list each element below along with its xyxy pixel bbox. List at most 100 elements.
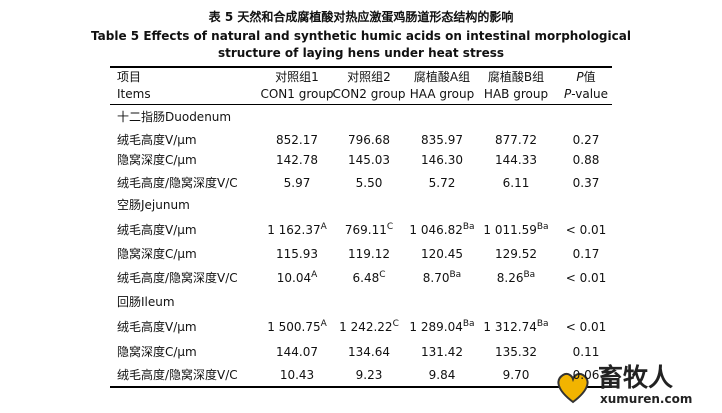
cell-superscript: A: [311, 270, 318, 280]
cell: 134.64: [348, 345, 390, 359]
cell: 8.26Ba: [496, 270, 536, 286]
cell: 9.70: [502, 368, 530, 382]
cell-value: 8.26: [496, 271, 524, 285]
cell: 绒毛高度/隐窝深度V/C: [117, 176, 238, 190]
cell-value: 10.04: [276, 271, 312, 285]
cell-superscript: Ba: [449, 270, 462, 280]
section-label: 回肠Ileum: [117, 295, 175, 309]
cell: 131.42: [421, 345, 463, 359]
cell-value: 769.11: [344, 223, 387, 237]
cell: 9.23: [355, 368, 383, 382]
cell: 1 289.04Ba: [409, 319, 475, 335]
cell-superscript: A: [320, 319, 327, 329]
cell-superscript: Ba: [536, 222, 549, 232]
cell: 10.04A: [276, 270, 318, 286]
cell-value: 1 289.04: [409, 320, 463, 334]
cell: 6.48C: [352, 271, 385, 286]
cell-superscript: C: [386, 222, 394, 232]
watermark-en: xumuren.com: [600, 392, 693, 406]
cell: 877.72: [495, 133, 537, 147]
cell: 769.11C: [344, 222, 394, 238]
cell: 隐窝深度C/μm: [117, 153, 197, 167]
cell-superscript: Ba: [462, 319, 475, 329]
cell-superscript: Ba: [462, 222, 475, 232]
header-cell: 对照组1: [275, 70, 319, 84]
text: 值: [583, 70, 596, 84]
cell-superscript: Ba: [536, 319, 549, 329]
header-cell: CON1 group: [260, 87, 334, 101]
cell: 绒毛高度/隐窝深度V/C: [117, 271, 238, 285]
cell: 绒毛高度V/μm: [117, 320, 197, 334]
cell: 9.84: [428, 368, 456, 382]
top-rule: [110, 66, 612, 68]
cell: 0.17: [572, 247, 600, 261]
header-cell: 腐植酸B组: [487, 70, 545, 84]
section-label: 空肠Jejunum: [117, 198, 190, 212]
cell: 144.33: [495, 153, 537, 167]
cell-superscript: C: [392, 319, 399, 329]
header-cell: HAA group: [409, 87, 475, 101]
cell: 835.97: [421, 133, 463, 147]
header-cell: CON2 group: [332, 87, 406, 101]
watermark-logo: [557, 372, 589, 404]
cell-value: 1 011.59: [483, 223, 537, 237]
mid-rule: [110, 104, 612, 105]
cell: 绒毛高度V/μm: [117, 133, 197, 147]
cell: 5.72: [428, 176, 456, 190]
cell: 0.27: [572, 133, 600, 147]
header-cell: P值: [576, 70, 595, 84]
cell: 6.11: [502, 176, 530, 190]
cell: 0.06: [572, 368, 600, 382]
italic: P: [576, 70, 584, 84]
title-en: Table 5 Effects of natural and synthetic…: [91, 29, 631, 60]
bottom-rule: [110, 386, 612, 388]
cell: 135.32: [495, 345, 537, 359]
header-cell: 项目: [117, 70, 142, 84]
cell: < 0.01: [565, 320, 607, 334]
cell: 8.70Ba: [422, 270, 462, 286]
cell: 1 162.37A: [267, 222, 327, 238]
cell: 146.30: [421, 153, 463, 167]
section-label: 十二指肠Duodenum: [117, 110, 232, 124]
header-cell: 腐植酸A组: [413, 70, 471, 84]
cell: 0.88: [572, 153, 600, 167]
cell: 隐窝深度C/μm: [117, 247, 197, 261]
cell: 119.12: [348, 247, 390, 261]
watermark-zh: 畜牧人: [598, 363, 674, 392]
cell: < 0.01: [565, 223, 607, 237]
cell: 0.37: [572, 176, 600, 190]
cell: 796.68: [348, 133, 390, 147]
italic: P: [563, 87, 572, 101]
header-cell: Items: [117, 87, 151, 101]
header-cell: P-value: [564, 87, 608, 101]
cell: 1 046.82Ba: [409, 222, 475, 238]
cell: 120.45: [421, 247, 463, 261]
cell-superscript: A: [320, 222, 327, 232]
cell-value: 1 162.37: [267, 223, 321, 237]
cell: 1 312.74Ba: [483, 319, 549, 335]
cell: 绒毛高度/隐窝深度V/C: [117, 368, 238, 382]
cell: 绒毛高度V/μm: [117, 223, 197, 237]
cell: 1 011.59Ba: [483, 222, 549, 238]
cell: 145.03: [348, 153, 390, 167]
cell: 115.93: [276, 247, 318, 261]
cell-superscript: Ba: [523, 270, 536, 280]
cell-value: 1 046.82: [409, 223, 463, 237]
cell: < 0.01: [565, 271, 607, 285]
text: -value: [571, 87, 609, 101]
cell: 隐窝深度C/μm: [117, 345, 197, 359]
cell-value: 6.48: [352, 271, 380, 285]
cell: 1 500.75A: [267, 319, 327, 335]
title-zh: 表 5 天然和合成腐植酸对热应激蛋鸡肠道形态结构的影响: [208, 10, 514, 24]
cell: 144.07: [276, 345, 318, 359]
cell: 0.11: [572, 345, 600, 359]
cell-value: 1 242.22: [339, 320, 393, 334]
header-cell: HAB group: [483, 87, 549, 101]
cell: 10.43: [279, 368, 315, 382]
cell: 142.78: [276, 153, 318, 167]
cell: 129.52: [495, 247, 537, 261]
cell-value: 1 312.74: [483, 320, 537, 334]
cell-value: 8.70: [422, 271, 450, 285]
cell: 1 242.22C: [339, 319, 399, 335]
